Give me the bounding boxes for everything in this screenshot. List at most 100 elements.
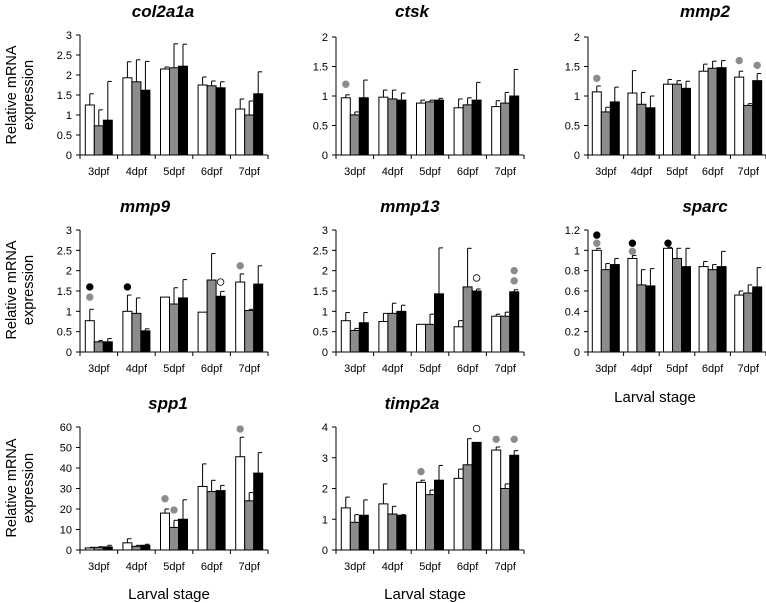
bar-2-7dpf (743, 104, 754, 156)
y-tick-label: 0.2 (565, 327, 580, 339)
bar-1-6dpf (453, 326, 464, 353)
chart-panels: col2a1a 0 0.5 1 1.5 2 2.5 3 3dpf 4dpf 5dpf 6dpf 7dpf… (57, 2, 766, 603)
bar-1-4dpf (122, 77, 133, 156)
x-tick-label: 5dpf (666, 166, 688, 178)
x-tick-label: 5dpf (163, 166, 185, 178)
bar-2-3dpf (93, 125, 104, 156)
y-tick-label: 40 (60, 463, 72, 475)
significance-marker-gray (735, 56, 743, 65)
significance-marker-gray (510, 277, 518, 285)
x-tick-label: 5dpf (419, 561, 441, 573)
x-tick-label: 3dpf (344, 166, 366, 178)
bar-3-5dpf (434, 479, 444, 551)
significance-marker-gray (593, 74, 601, 82)
y-tick-label: 1 (322, 306, 328, 318)
bar-2-5dpf (169, 526, 179, 551)
chart-ctsk: ctsk 0 0.5 1 1.5 2 3dpf 4dpf 5dpf 6dpf 7dpf (313, 2, 525, 178)
x-tick-label: 3dpf (344, 363, 366, 375)
bar-1-5dpf (160, 512, 170, 551)
bar-1-3dpf (340, 507, 351, 551)
bar-1-6dpf (197, 485, 208, 551)
bar-1-5dpf (416, 102, 426, 156)
significance-marker-gray (593, 239, 601, 247)
x-tick-label: 4dpf (126, 561, 148, 573)
bar-2-3dpf (600, 269, 611, 353)
x-tick-label: 6dpf (457, 363, 479, 375)
bar-3-7dpf (752, 80, 763, 156)
y-tick-label: 0.5 (313, 121, 328, 133)
chart-mmp13: mmp13 0 0.5 1 1.5 2 2.5 3 3dpf 4dpf 5dpf 6dpf 7dpf (313, 197, 525, 375)
y-tick-label: 0.5 (565, 121, 580, 133)
bar-3-6dpf (716, 266, 727, 353)
significance-marker-gray (86, 293, 94, 301)
bar-3-6dpf (215, 490, 226, 551)
y-tick-label: 1 (322, 514, 328, 526)
bar-1-3dpf (84, 104, 95, 156)
x-tick-label: 4dpf (631, 166, 653, 178)
bar-2-4dpf (131, 545, 142, 551)
chart-title: mmp13 (380, 197, 440, 216)
bar-2-4dpf (131, 312, 142, 353)
bar-1-7dpf (491, 315, 502, 353)
y-tick-label: 0 (322, 545, 328, 557)
bar-3-4dpf (396, 99, 407, 156)
bar-3-4dpf (140, 330, 151, 353)
bar-1-3dpf (340, 97, 351, 156)
x-tick-label: 6dpf (702, 363, 724, 375)
significance-marker-white (472, 424, 481, 433)
bar-3-6dpf (471, 290, 482, 353)
significance-marker-gray (170, 506, 178, 514)
bar-1-6dpf (698, 70, 709, 156)
y-tick-label: 0.6 (565, 286, 580, 298)
y-axis-title-row-2-line-2: expression (21, 255, 37, 325)
bar-3-3dpf (102, 546, 113, 551)
x-tick-label: 3dpf (88, 166, 110, 178)
significance-marker-black (593, 231, 601, 239)
x-tick-label: 4dpf (382, 561, 404, 573)
bar-1-7dpf (235, 456, 246, 551)
bar-1-4dpf (122, 542, 133, 551)
x-tick-label: 4dpf (382, 166, 404, 178)
bar-3-7dpf (253, 472, 264, 551)
bar-3-3dpf (358, 322, 369, 353)
significance-marker-white (472, 274, 481, 282)
bar-2-7dpf (743, 292, 754, 353)
bar-2-7dpf (244, 114, 255, 156)
bar-3-3dpf (609, 101, 620, 156)
chart-title: ctsk (395, 2, 431, 21)
y-tick-label: 3 (66, 30, 72, 42)
y-tick-label: 2.5 (57, 50, 72, 62)
significance-marker-gray (161, 495, 169, 503)
bar-2-6dpf (462, 464, 473, 551)
y-tick-label: 1 (66, 306, 72, 318)
y-axis-title-row-1-line-2: expression (21, 60, 37, 130)
bar-2-6dpf (206, 279, 217, 353)
bar-1-6dpf (698, 266, 709, 353)
significance-marker-gray (492, 435, 500, 443)
significance-marker-gray (510, 435, 518, 443)
bar-1-4dpf (627, 257, 638, 353)
bar-1-5dpf (663, 247, 673, 353)
bar-3-5dpf (178, 297, 188, 353)
bar-1-3dpf (84, 547, 95, 551)
y-tick-label: 3 (322, 453, 328, 465)
bar-2-7dpf (244, 500, 255, 551)
y-tick-label: 2 (322, 484, 328, 496)
bar-2-3dpf (349, 329, 360, 353)
bar-2-6dpf (206, 85, 217, 156)
x-tick-label: 7dpf (238, 363, 260, 375)
bar-2-3dpf (349, 521, 360, 551)
y-tick-label: 2.5 (313, 245, 328, 257)
bar-2-4dpf (636, 103, 647, 156)
y-tick-label: 0 (574, 347, 580, 359)
x-tick-label: 7dpf (494, 166, 516, 178)
bar-2-5dpf (169, 67, 179, 156)
bar-1-3dpf (591, 91, 602, 156)
x-axis-title: Larval stage (128, 586, 210, 603)
x-tick-label: 6dpf (201, 363, 223, 375)
significance-marker-gray (628, 247, 637, 256)
chart-title: col2a1a (132, 2, 194, 21)
bar-2-4dpf (387, 98, 398, 156)
chart-title: mmp2 (680, 2, 731, 21)
